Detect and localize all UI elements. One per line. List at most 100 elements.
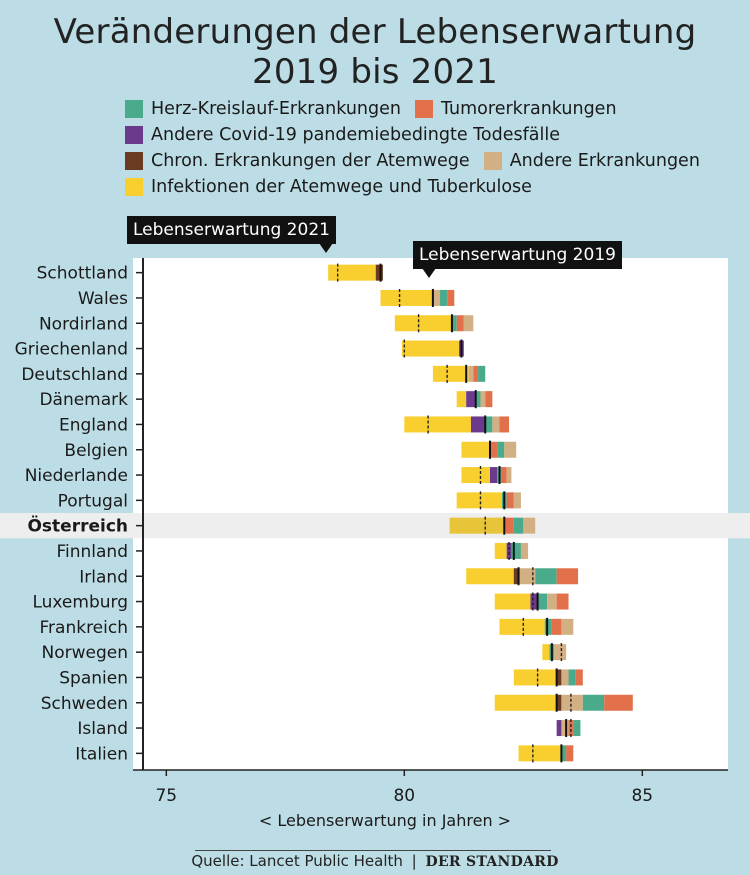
bar-segment-andere: [561, 618, 574, 635]
bar-segment-andere: [518, 568, 536, 585]
legend: Herz-Kreislauf-Erkrankungen Tumorerkrank…: [125, 96, 735, 200]
legend-label-tumor: Tumorerkrankungen: [441, 99, 617, 119]
bar-segment-infekt: [449, 517, 505, 534]
bar-segment-infekt: [394, 315, 452, 332]
bar-segment-infekt: [542, 644, 550, 661]
bar-segment-herz: [535, 568, 557, 585]
bar-segment-tumor: [499, 416, 510, 433]
callout-le2021: Lebenserwartung 2021: [127, 216, 336, 244]
bar-segment-covid: [530, 593, 538, 610]
bar-segment-andere: [504, 441, 517, 458]
bar-segment-tumor: [456, 315, 464, 332]
legend-row: Chron. Erkrankungen der Atemwege Andere …: [125, 148, 735, 174]
y-tick-label: Irland: [79, 567, 128, 587]
bar-segment-andere: [523, 517, 536, 534]
legend-item-atem: Chron. Erkrankungen der Atemwege: [125, 151, 470, 171]
bar-segment-infekt: [518, 745, 562, 762]
y-tick-label: Portugal: [58, 491, 128, 511]
legend-swatch-atem: [125, 152, 143, 170]
legend-label-herz: Herz-Kreislauf-Erkrankungen: [151, 99, 401, 119]
y-tick-label: Italien: [75, 744, 128, 764]
y-tick-label: Nordirland: [39, 314, 128, 334]
bar-segment-herz: [485, 416, 493, 433]
bar-segment-herz: [582, 694, 605, 711]
bar-segment-infekt: [404, 416, 471, 433]
bar-segment-andere: [547, 593, 557, 610]
bar-segment-infekt: [513, 669, 557, 686]
bar-segment-atem: [513, 568, 519, 585]
legend-item-tumor: Tumorerkrankungen: [415, 99, 617, 119]
x-axis-label: < Lebenserwartung in Jahren >: [259, 811, 511, 830]
bar-segment-tumor: [490, 441, 498, 458]
bar-segment-herz: [478, 365, 486, 382]
highlight-row: [0, 513, 750, 539]
bar-segment-herz: [544, 618, 552, 635]
y-tick-label: England: [59, 415, 128, 435]
footer-divider: [195, 850, 551, 851]
y-tick-label: Island: [77, 719, 128, 739]
source-text: Quelle: Lancet Public Health: [191, 852, 403, 870]
bar-segment-andere: [561, 694, 583, 711]
bar-segment-tumor: [504, 517, 514, 534]
legend-swatch-herz: [125, 100, 143, 118]
bar-segment-atem: [556, 669, 562, 686]
bar-segment-andere: [506, 467, 512, 484]
bar-segment-covid: [490, 467, 498, 484]
legend-label-atem: Chron. Erkrankungen der Atemwege: [151, 151, 470, 171]
y-tick-label: Dänemark: [39, 390, 128, 410]
chart-title-line-2: 2019 bis 2021: [251, 52, 498, 92]
bar-segment-infekt: [466, 568, 514, 585]
y-tick-label: Niederlande: [25, 466, 128, 486]
bar-segment-infekt: [456, 391, 467, 408]
y-tick-label: Österreich: [27, 515, 128, 537]
bar-segment-tumor: [575, 669, 583, 686]
bar-segment-herz: [561, 745, 567, 762]
bar-segment-infekt: [432, 365, 469, 382]
bar-segment-andere: [468, 365, 474, 382]
callout-le2019-tail: [422, 268, 436, 278]
bar-segment-tumor: [501, 467, 507, 484]
bar-segment-infekt: [401, 340, 460, 357]
bar-segment-andere: [463, 315, 474, 332]
y-tick-label: Frankreich: [40, 618, 129, 638]
bar-segment-tumor: [568, 720, 574, 737]
bar-segment-herz: [513, 517, 524, 534]
bar-segment-herz: [511, 542, 521, 559]
y-tick-label: Spanien: [59, 668, 128, 688]
bar-segment-andere: [480, 391, 486, 408]
x-tick-label: 85: [631, 786, 653, 806]
legend-row: Infektionen der Atemwege und Tuberkulose: [125, 174, 735, 200]
legend-swatch-andere: [483, 152, 502, 170]
legend-item-infekt: Infektionen der Atemwege und Tuberkulose: [125, 177, 532, 197]
legend-swatch-infekt: [125, 178, 143, 196]
bar-segment-andere: [520, 542, 529, 559]
legend-label-covid: Andere Covid-19 pandemiebedingte Todesfä…: [151, 125, 560, 145]
x-tick-label: 80: [393, 786, 415, 806]
bar-segment-infekt: [499, 618, 545, 635]
legend-row: Andere Covid-19 pandemiebedingte Todesfä…: [125, 122, 735, 148]
bar-segment-tumor: [556, 593, 569, 610]
bar-segment-atem: [556, 694, 562, 711]
bar-segment-herz: [573, 720, 581, 737]
bar-segment-herz: [537, 593, 548, 610]
bar-segment-infekt: [461, 441, 490, 458]
bar-segment-tumor: [551, 618, 562, 635]
bar-segment-covid: [466, 391, 476, 408]
bar-segment-infekt: [494, 694, 557, 711]
legend-swatch-covid: [125, 126, 143, 144]
callout-le2019: Lebenserwartung 2019: [413, 241, 622, 269]
bar-segment-tumor: [566, 745, 574, 762]
bar-segment-tumor: [556, 568, 579, 585]
callout-le2021-tail: [319, 243, 333, 253]
bar-segment-tumor: [473, 365, 479, 382]
bar-segment-tumor: [604, 694, 633, 711]
legend-item-covid: Andere Covid-19 pandemiebedingte Todesfä…: [125, 125, 560, 145]
bar-segment-tumor: [485, 391, 493, 408]
x-tick-label: 75: [155, 786, 177, 806]
chart-title: Veränderungen der Lebenserwartung 2019 b…: [0, 12, 750, 92]
bar-segment-covid: [470, 416, 486, 433]
footer: Quelle: Lancet Public Health | DER STAND…: [0, 852, 750, 870]
bar-segment-infekt: [328, 264, 376, 281]
legend-label-infekt: Infektionen der Atemwege und Tuberkulose: [151, 177, 532, 197]
bar-segment-tumor: [447, 289, 455, 306]
